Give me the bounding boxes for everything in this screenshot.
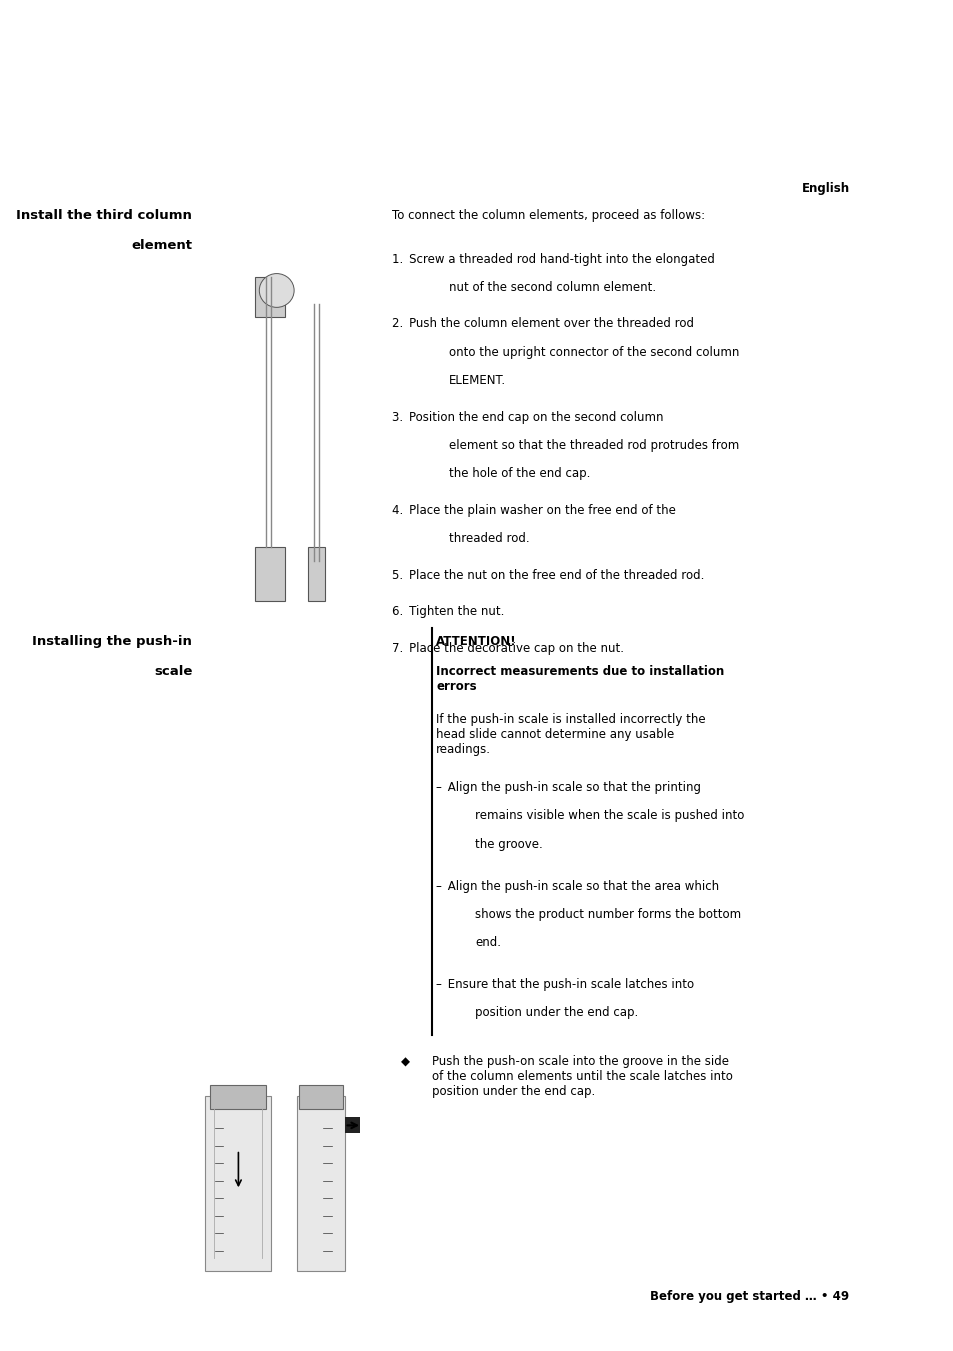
Text: position under the end cap.: position under the end cap. [475,1006,638,1020]
Text: element: element [132,239,193,253]
Text: scale: scale [153,665,193,678]
Text: 2. Push the column element over the threaded rod: 2. Push the column element over the thre… [392,317,694,331]
Text: threaded rod.: threaded rod. [449,532,529,546]
Text: If the push-in scale is installed incorrectly the
head slide cannot determine an: If the push-in scale is installed incorr… [436,713,705,757]
FancyBboxPatch shape [299,1085,342,1109]
Text: – Align the push-in scale so that the area which: – Align the push-in scale so that the ar… [436,880,719,893]
Text: 6. Tighten the nut.: 6. Tighten the nut. [392,605,504,619]
Text: the hole of the end cap.: the hole of the end cap. [449,467,590,481]
Text: nut of the second column element.: nut of the second column element. [449,281,656,295]
FancyBboxPatch shape [296,1096,344,1271]
Text: 7. Place the decorative cap on the nut.: 7. Place the decorative cap on the nut. [392,642,624,655]
Text: 5. Place the nut on the free end of the threaded rod.: 5. Place the nut on the free end of the … [392,569,704,582]
Text: end.: end. [475,936,500,950]
FancyBboxPatch shape [308,547,325,601]
Text: remains visible when the scale is pushed into: remains visible when the scale is pushed… [475,809,743,823]
Text: To connect the column elements, proceed as follows:: To connect the column elements, proceed … [392,209,705,223]
Text: – Ensure that the push-in scale latches into: – Ensure that the push-in scale latches … [436,978,694,992]
Text: shows the product number forms the bottom: shows the product number forms the botto… [475,908,740,921]
Text: 4. Place the plain washer on the free end of the: 4. Place the plain washer on the free en… [392,504,676,517]
Text: ELEMENT.: ELEMENT. [449,374,506,388]
Text: 1. Screw a threaded rod hand-tight into the elongated: 1. Screw a threaded rod hand-tight into … [392,253,715,266]
Text: – Align the push-in scale so that the printing: – Align the push-in scale so that the pr… [436,781,700,794]
FancyBboxPatch shape [254,277,285,317]
FancyBboxPatch shape [254,547,285,601]
Text: ◆: ◆ [401,1055,410,1069]
FancyBboxPatch shape [210,1085,266,1109]
Text: Install the third column: Install the third column [16,209,193,223]
Bar [344,1117,360,1133]
Text: Push the push-on scale into the groove in the side
of the column elements until : Push the push-on scale into the groove i… [431,1055,732,1098]
Text: Before you get started … • 49: Before you get started … • 49 [650,1290,848,1304]
Text: Incorrect measurements due to installation
errors: Incorrect measurements due to installati… [436,665,723,693]
Text: English: English [801,182,848,196]
Text: element so that the threaded rod protrudes from: element so that the threaded rod protrud… [449,439,739,453]
Text: onto the upright connector of the second column: onto the upright connector of the second… [449,346,739,359]
Text: 3. Position the end cap on the second column: 3. Position the end cap on the second co… [392,411,663,424]
Text: the groove.: the groove. [475,838,542,851]
Text: ATTENTION!: ATTENTION! [436,635,517,648]
Ellipse shape [259,274,294,308]
Text: Installing the push-in: Installing the push-in [32,635,193,648]
FancyBboxPatch shape [205,1096,271,1271]
